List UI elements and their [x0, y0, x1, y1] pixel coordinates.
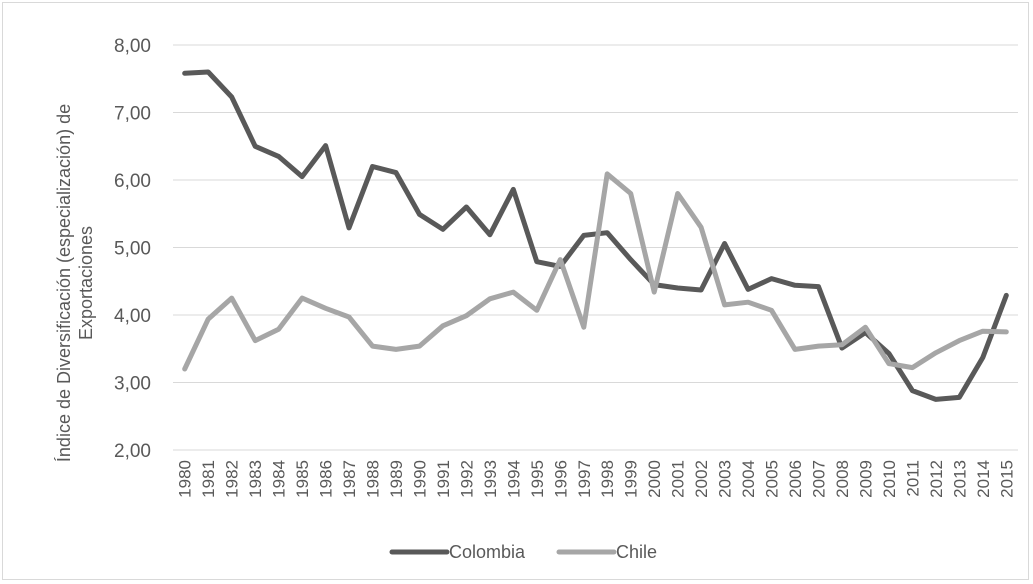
- x-tick-label: 2008: [833, 460, 852, 498]
- legend-label-chile: Chile: [616, 542, 657, 562]
- x-tick-label: 1999: [622, 460, 641, 498]
- y-tick-label: 8,00: [114, 36, 151, 57]
- x-tick-label: 2013: [950, 460, 969, 498]
- x-tick-label: 2000: [645, 460, 664, 498]
- x-tick-label: 1989: [387, 460, 406, 498]
- x-tick-label: 1984: [270, 460, 289, 498]
- y-tick-label: 5,00: [114, 239, 151, 260]
- x-tick-label: 1998: [598, 460, 617, 498]
- x-tick-label: 1985: [293, 460, 312, 498]
- x-tick-label: 2010: [880, 460, 899, 498]
- x-tick-label: 1992: [457, 460, 476, 498]
- x-tick-label: 1991: [434, 460, 453, 498]
- y-tick-label: 2,00: [114, 441, 151, 462]
- x-tick-label: 2011: [903, 460, 922, 497]
- y-tick-label: 7,00: [114, 104, 151, 125]
- x-tick-label: 1982: [223, 460, 242, 498]
- x-tick-label: 1997: [575, 460, 594, 498]
- x-tick-label: 2002: [692, 460, 711, 498]
- legend-label-colombia: Colombia: [449, 542, 526, 562]
- x-tick-label: 1980: [176, 460, 195, 498]
- y-axis-title-line-2: Exportaciones: [76, 226, 96, 340]
- y-tick-labels: 2,00 3,00 4,00 5,00 6,00 7,00 8,00: [114, 36, 151, 462]
- x-tick-label: 2004: [739, 460, 758, 498]
- x-tick-label: 1990: [410, 460, 429, 498]
- x-tick-label: 1981: [199, 460, 218, 498]
- y-axis-title-line-1: Índice de Diversificación (especializaci…: [54, 104, 74, 462]
- x-tick-label: 1996: [551, 460, 570, 498]
- legend: Colombia Chile: [389, 542, 657, 562]
- x-tick-label: 1993: [481, 460, 500, 498]
- gridlines: [173, 44, 1018, 451]
- x-tick-label: 2007: [809, 460, 828, 498]
- x-tick-label: 2003: [716, 460, 735, 498]
- series-line-chile: [182, 171, 1009, 372]
- x-tick-label: 2014: [974, 460, 993, 498]
- x-tick-label: 2009: [856, 460, 875, 498]
- x-tick-label: 2005: [763, 460, 782, 498]
- x-tick-label: 1988: [364, 460, 383, 498]
- x-tick-label: 1983: [246, 460, 265, 498]
- y-tick-label: 4,00: [114, 306, 151, 327]
- series-lines: [182, 69, 1009, 402]
- y-axis-title: Índice de Diversificación (especializaci…: [54, 104, 96, 462]
- x-tick-labels: 1980 1981 1982 1983 1984 1985 1986 1987 1988 1989…: [176, 460, 1017, 498]
- x-tick-label: 2006: [786, 460, 805, 498]
- x-tick-label: 2015: [997, 460, 1016, 498]
- x-tick-label: 1994: [504, 460, 523, 498]
- y-tick-label: 3,00: [114, 374, 151, 395]
- x-tick-label: 1986: [317, 460, 336, 498]
- x-tick-label: 2012: [927, 460, 946, 498]
- x-tick-label: 1987: [340, 460, 359, 498]
- x-tick-label: 1995: [528, 460, 547, 498]
- y-tick-label: 6,00: [114, 171, 151, 192]
- x-tick-label: 2001: [669, 460, 688, 498]
